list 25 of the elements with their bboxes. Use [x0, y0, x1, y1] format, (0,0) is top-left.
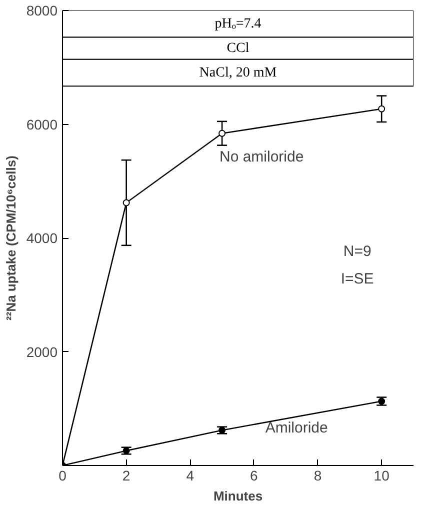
band-label: pHₒ=7.4 [214, 16, 262, 32]
y-tick-label: 2000 [26, 344, 58, 360]
annotation: N=9 [343, 243, 372, 260]
point [218, 426, 226, 434]
band-label: CCl [226, 40, 250, 56]
point [122, 199, 130, 206]
x-tick-label: 8 [314, 468, 322, 484]
x-tick-label: 10 [374, 468, 390, 484]
y-tick-label: 4000 [26, 230, 58, 246]
point [122, 447, 130, 454]
x-tick-label: 6 [250, 468, 258, 484]
series-label: Amiloride [265, 420, 328, 437]
point [218, 130, 226, 137]
series-label: No amiloride [219, 148, 304, 166]
band-label: NaCl, 20 mM [199, 65, 278, 80]
x-axis-title: Minutes [213, 488, 263, 504]
annotation: I=SE [340, 270, 374, 288]
y-tick-label: 6000 [26, 116, 58, 132]
x-tick-label: 2 [122, 468, 130, 484]
x-tick-label: 4 [186, 468, 194, 484]
point [378, 398, 386, 405]
point [378, 105, 386, 112]
y-tick-label: 8000 [26, 2, 58, 18]
y-axis-title: ²²Na uptake (CPM/10⁶cells) [3, 156, 18, 320]
x-tick-label: 0 [58, 468, 67, 484]
